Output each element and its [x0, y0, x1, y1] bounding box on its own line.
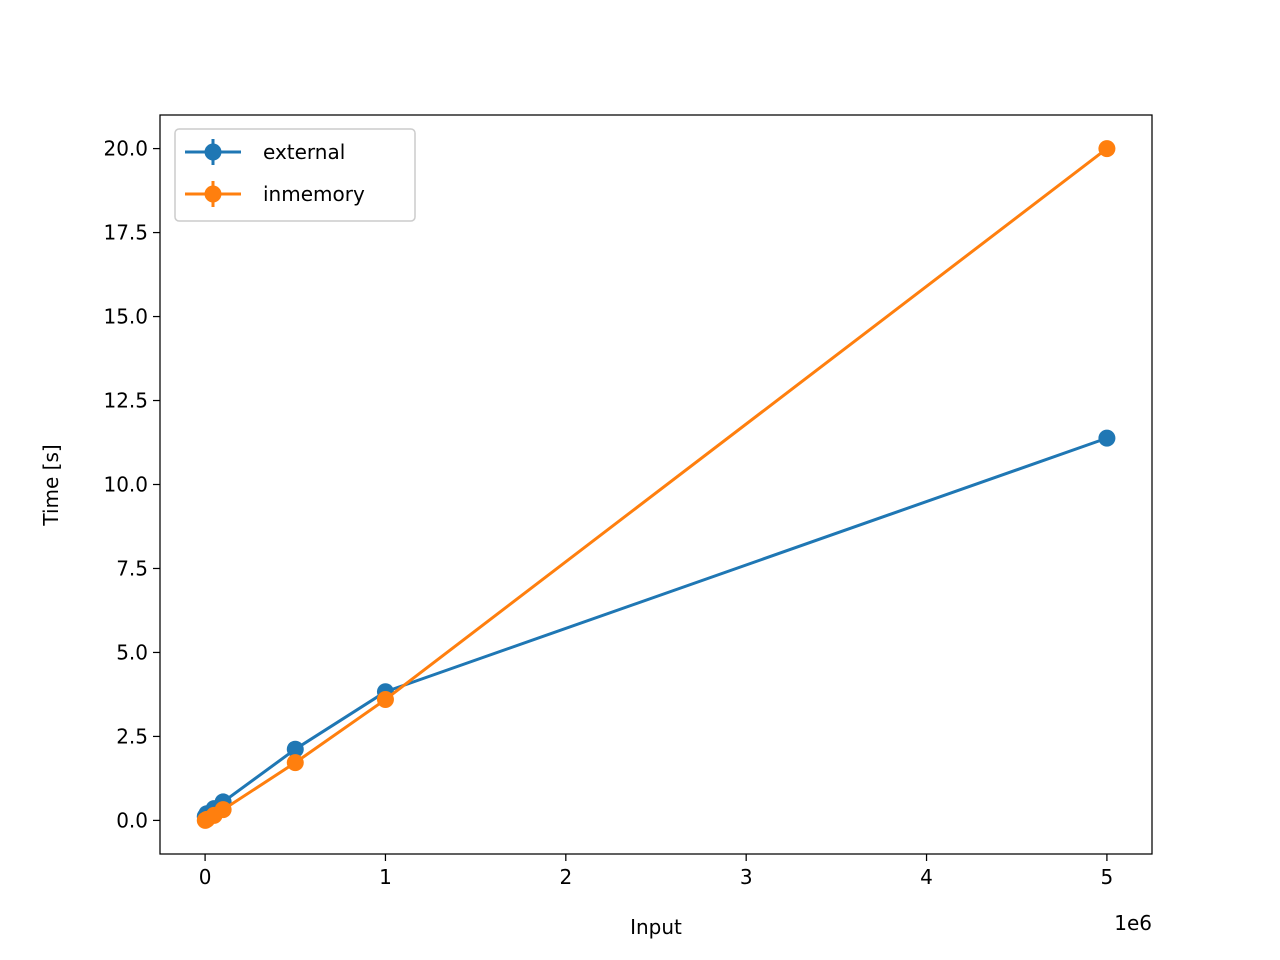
legend-marker: [204, 185, 222, 203]
x-axis-label: Input: [630, 915, 682, 939]
x-tick-label: 4: [920, 865, 933, 889]
y-tick-label: 17.5: [103, 221, 148, 245]
x-axis-offset-label: 1e6: [1114, 911, 1152, 935]
legend-label: external: [263, 140, 345, 164]
series-inmemory: [196, 140, 1116, 829]
data-point: [376, 690, 394, 708]
legend: external inmemory: [174, 128, 416, 222]
y-tick-label: 12.5: [103, 389, 148, 413]
legend-marker: [204, 143, 222, 161]
x-tick-label: 1: [379, 865, 392, 889]
x-tick-label: 3: [740, 865, 753, 889]
series-layer: [196, 140, 1116, 829]
data-point: [1098, 429, 1116, 447]
data-point: [286, 754, 304, 772]
x-tick-label: 2: [559, 865, 572, 889]
data-point: [286, 740, 304, 758]
y-tick-label: 15.0: [103, 305, 148, 329]
y-tick-label: 7.5: [116, 556, 148, 580]
x-axis: 0 1 2 3 4 5: [199, 854, 1114, 889]
y-tick-label: 0.0: [116, 808, 148, 832]
plot-area: [159, 114, 1153, 855]
data-point: [1098, 140, 1116, 158]
plot-frame: [159, 114, 1153, 855]
y-tick-label: 20.0: [103, 137, 148, 161]
y-tick-label: 10.0: [103, 473, 148, 497]
y-axis-label: Time [s]: [39, 444, 63, 526]
y-tick-label: 2.5: [116, 724, 148, 748]
data-point: [214, 801, 232, 819]
y-tick-label: 5.0: [116, 640, 148, 664]
legend-item: inmemory: [185, 181, 365, 207]
x-tick-label: 0: [199, 865, 212, 889]
legend-item: external: [185, 139, 345, 165]
y-axis: 0.0 2.5 5.0 7.5 10.0 12.5 15.0 17.5 20.0: [103, 137, 160, 832]
x-tick-label: 5: [1101, 865, 1114, 889]
legend-label: inmemory: [263, 182, 365, 206]
